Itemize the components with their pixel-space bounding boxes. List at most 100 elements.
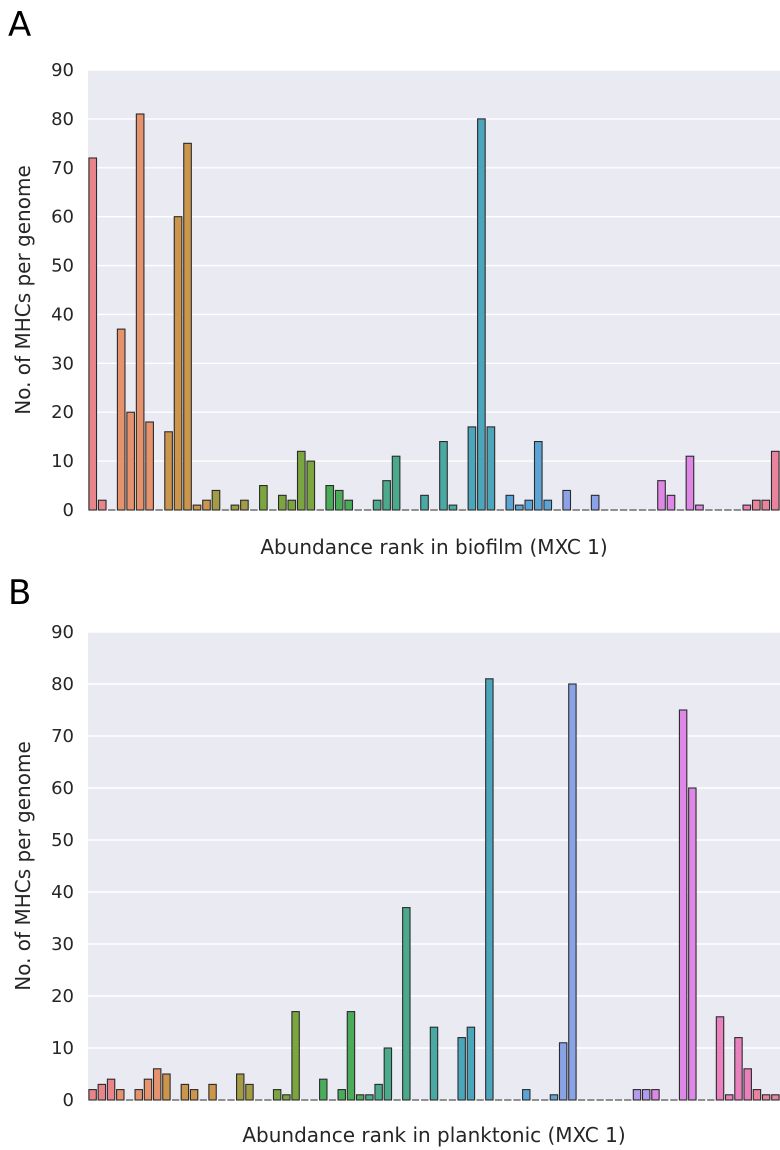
panel-b: B 0 10 20 30 40 50 60 70 80 90 Abundance rank in … bbox=[8, 573, 780, 1147]
bar bbox=[346, 1011, 356, 1101]
bar bbox=[88, 1089, 97, 1101]
bar bbox=[734, 1037, 743, 1101]
bar bbox=[761, 499, 771, 511]
bar bbox=[391, 455, 401, 511]
panel-a-gridlines bbox=[88, 69, 780, 511]
bar bbox=[202, 499, 211, 511]
bar bbox=[296, 450, 306, 511]
bar bbox=[761, 1094, 771, 1101]
bar bbox=[306, 460, 316, 511]
y-tick-label: 10 bbox=[51, 1038, 74, 1059]
bar bbox=[477, 118, 486, 511]
panel-b-letter: B bbox=[8, 573, 31, 613]
bar bbox=[742, 504, 752, 511]
bar bbox=[457, 1037, 466, 1101]
panel-b-y-axis-label: No. of MHCs per genome bbox=[11, 741, 35, 991]
bar bbox=[183, 142, 192, 511]
bar bbox=[485, 678, 494, 1101]
bar bbox=[439, 441, 448, 511]
y-tick-label: 90 bbox=[51, 60, 74, 81]
bar bbox=[486, 426, 496, 511]
bar bbox=[383, 1047, 393, 1101]
bar bbox=[173, 216, 183, 511]
y-tick-label: 60 bbox=[51, 207, 74, 228]
bar bbox=[235, 1073, 245, 1101]
bar bbox=[641, 1089, 651, 1101]
y-tick-label: 40 bbox=[51, 882, 74, 903]
panel-a-x-axis-label: Abundance rank in biofilm (MXC 1) bbox=[260, 535, 607, 559]
y-tick-label: 80 bbox=[51, 674, 74, 695]
y-tick-label: 90 bbox=[51, 622, 74, 643]
bar bbox=[88, 157, 98, 511]
bar bbox=[287, 499, 297, 511]
bar bbox=[514, 504, 524, 511]
panel-a: A 0 10 20 30 40 50 60 70 80 90 Abundance rank in … bbox=[8, 5, 780, 559]
y-tick-label: 0 bbox=[63, 1090, 74, 1111]
bar bbox=[134, 1089, 143, 1101]
bar bbox=[374, 1083, 383, 1101]
bar bbox=[632, 1089, 642, 1101]
bar bbox=[420, 494, 429, 511]
panel-a-plot-area bbox=[88, 70, 780, 510]
bar bbox=[562, 489, 572, 511]
bar bbox=[230, 504, 240, 511]
y-tick-label: 10 bbox=[51, 451, 74, 472]
bar bbox=[319, 1078, 328, 1101]
y-tick-label: 20 bbox=[51, 986, 74, 1007]
bar bbox=[325, 485, 335, 511]
bar bbox=[688, 787, 697, 1101]
bar bbox=[770, 450, 780, 511]
bar bbox=[715, 1016, 725, 1101]
panel-b-y-ticks: 0 10 20 30 40 50 60 70 80 90 bbox=[51, 622, 74, 1111]
bar bbox=[126, 411, 135, 511]
bar bbox=[291, 1011, 300, 1101]
panel-a-y-axis-label: No. of MHCs per genome bbox=[11, 165, 35, 415]
bar bbox=[685, 455, 695, 511]
bar bbox=[97, 1083, 107, 1101]
y-tick-label: 0 bbox=[63, 500, 74, 521]
bar bbox=[752, 1089, 762, 1101]
panel-a-letter: A bbox=[8, 5, 31, 45]
bar bbox=[245, 1083, 254, 1101]
bar bbox=[180, 1083, 190, 1101]
bar bbox=[533, 441, 543, 511]
panel-a-bars bbox=[88, 113, 780, 511]
bar bbox=[192, 504, 202, 511]
bar bbox=[429, 1026, 439, 1101]
y-tick-label: 80 bbox=[51, 109, 74, 130]
y-tick-label: 40 bbox=[51, 304, 74, 325]
bar bbox=[259, 485, 268, 511]
bar bbox=[678, 709, 688, 1101]
bar bbox=[277, 494, 287, 511]
bar bbox=[751, 499, 761, 511]
panel-a-y-ticks: 0 10 20 30 40 50 60 70 80 90 bbox=[51, 60, 74, 521]
bar bbox=[272, 1089, 282, 1101]
panel-b-plot-area bbox=[88, 632, 780, 1100]
bar bbox=[164, 431, 173, 511]
y-tick-label: 30 bbox=[51, 934, 74, 955]
bar bbox=[189, 1089, 199, 1101]
y-tick-label: 20 bbox=[51, 402, 74, 423]
bar bbox=[524, 499, 534, 511]
bar bbox=[135, 113, 145, 511]
bar bbox=[522, 1089, 531, 1101]
bar bbox=[467, 426, 477, 511]
bar bbox=[382, 480, 391, 511]
bar bbox=[240, 499, 249, 511]
y-tick-label: 50 bbox=[51, 256, 74, 277]
bar bbox=[355, 1094, 365, 1101]
bar bbox=[372, 499, 382, 511]
bar bbox=[743, 1068, 752, 1101]
bar bbox=[97, 499, 107, 511]
bar bbox=[505, 494, 515, 511]
bar bbox=[344, 499, 354, 511]
y-tick-label: 50 bbox=[51, 830, 74, 851]
bar bbox=[211, 489, 221, 511]
bar bbox=[549, 1094, 559, 1101]
bar bbox=[334, 489, 344, 511]
bar bbox=[145, 421, 154, 511]
bar bbox=[208, 1083, 217, 1101]
bar bbox=[466, 1026, 476, 1101]
bar bbox=[448, 504, 458, 511]
y-tick-label: 30 bbox=[51, 353, 74, 374]
